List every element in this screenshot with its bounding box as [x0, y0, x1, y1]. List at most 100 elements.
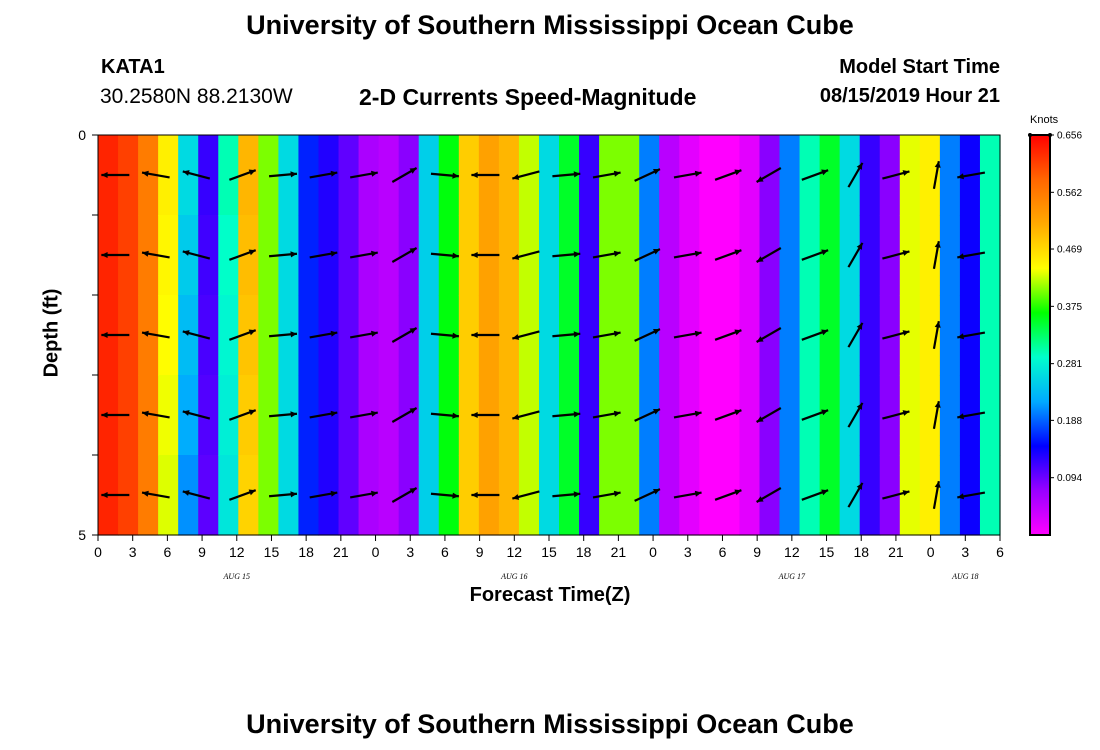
heatmap-cell: [158, 135, 179, 216]
heatmap-cell: [298, 215, 320, 296]
heatmap-cell: [218, 215, 239, 296]
heatmap-cell: [258, 135, 279, 216]
velocity-arrow-head: [409, 248, 417, 254]
velocity-arrow-head: [856, 402, 863, 410]
heatmap-cell: [398, 455, 420, 536]
heatmap-cell: [619, 375, 640, 456]
colorbar-tick-label: 0.188: [1057, 416, 1082, 427]
velocity-arrow-head: [613, 410, 621, 417]
heatmap-cell: [498, 135, 520, 216]
x-tick-label: 18: [298, 544, 314, 560]
heatmap-cell: [378, 295, 400, 376]
velocity-arrow-head: [330, 330, 338, 337]
velocity-arrow-head: [734, 249, 742, 256]
station-id: KATA1: [101, 56, 165, 78]
heatmap-cell: [178, 295, 199, 376]
velocity-arrow-head: [330, 250, 338, 257]
heatmap-cell: [198, 295, 219, 376]
x-tick-label: 3: [129, 544, 137, 560]
heatmap-cell: [418, 455, 440, 536]
heatmap-cell: [659, 215, 680, 296]
heatmap-cell: [518, 295, 540, 376]
heatmap-cell: [739, 135, 761, 216]
heatmap-cell: [538, 455, 560, 536]
heatmap-cell: [218, 455, 239, 536]
velocity-arrow-head: [512, 254, 520, 260]
velocity-arrow-head: [248, 409, 256, 416]
page-title: University of Southern Mississippi Ocean…: [246, 10, 854, 40]
heatmap-cell: [338, 135, 360, 216]
velocity-arrow-head: [409, 488, 417, 494]
velocity-arrow-head: [957, 493, 964, 500]
heatmap-cell: [919, 455, 941, 536]
date-label: AUG 17: [778, 572, 806, 581]
heatmap-cell: [538, 215, 560, 296]
heatmap-cell: [458, 135, 480, 216]
velocity-arrow-head: [856, 482, 863, 490]
velocity-arrow-head: [821, 249, 829, 256]
heatmap-cell: [639, 455, 660, 536]
heatmap-cell: [799, 455, 821, 536]
heatmap-cell: [138, 455, 159, 536]
x-tick-label: 12: [784, 544, 800, 560]
velocity-arrow-head: [371, 330, 378, 337]
velocity-arrow-head: [142, 170, 149, 177]
x-tick-label: 15: [819, 544, 835, 560]
velocity-arrow-head: [734, 169, 742, 176]
velocity-arrow-head: [734, 489, 742, 496]
velocity-arrow-head: [371, 490, 378, 497]
heatmap-cell: [178, 135, 199, 216]
heatmap-cell: [699, 455, 720, 536]
heatmap-cell: [298, 375, 320, 456]
x-tick-label: 18: [576, 544, 592, 560]
heatmap-cell: [839, 455, 861, 536]
x-tick-label: 6: [441, 544, 449, 560]
heatmap-cell: [619, 135, 640, 216]
heatmap-cell: [979, 455, 1001, 536]
heatmap-cell: [238, 295, 259, 376]
velocity-arrow-head: [409, 328, 417, 334]
heatmap-cell: [579, 375, 600, 456]
heatmap-cell: [859, 135, 881, 216]
y-axis: 05: [78, 127, 98, 543]
x-tick-label: 12: [229, 544, 245, 560]
velocity-arrow-head: [934, 161, 941, 168]
heatmap-cell: [238, 135, 259, 216]
heatmap-cell: [799, 215, 821, 296]
heatmap-cell: [458, 375, 480, 456]
chart-subtitle: 2-D Currents Speed-Magnitude: [359, 84, 697, 110]
heatmap-cell: [919, 375, 941, 456]
velocity-arrow-head: [573, 491, 581, 498]
velocity-arrow-head: [248, 169, 256, 176]
heatmap-cell: [879, 455, 901, 536]
model-start-label: Model Start Time: [839, 56, 1000, 78]
x-tick-label: 6: [719, 544, 727, 560]
heatmap-cell: [358, 135, 380, 216]
heatmap-cell: [879, 295, 901, 376]
heatmap-cell: [739, 455, 761, 536]
x-tick-label: 9: [198, 544, 206, 560]
heatmap-cell: [158, 375, 179, 456]
heatmap-cell: [338, 455, 360, 536]
x-tick-label: 21: [333, 544, 349, 560]
velocity-arrow-head: [756, 336, 764, 342]
heatmap-cell: [218, 375, 239, 456]
heatmap-cell: [298, 295, 320, 376]
heatmap-cell: [178, 375, 199, 456]
heatmap-cell: [799, 375, 821, 456]
velocity-arrow-head: [934, 401, 941, 408]
heatmap-cell: [198, 455, 219, 536]
heatmap-cell: [639, 375, 660, 456]
x-tick-label: 21: [888, 544, 904, 560]
velocity-arrow-head: [248, 329, 256, 336]
heatmap-cell: [518, 455, 540, 536]
velocity-arrow-head: [452, 412, 459, 419]
heatmap-cell: [158, 295, 179, 376]
heatmap-cell: [699, 215, 720, 296]
heatmap-cell: [158, 215, 179, 296]
heatmap-cell: [579, 455, 600, 536]
velocity-arrow-head: [902, 250, 910, 256]
heatmap-cell: [899, 455, 921, 536]
x-tick-label: 12: [507, 544, 523, 560]
